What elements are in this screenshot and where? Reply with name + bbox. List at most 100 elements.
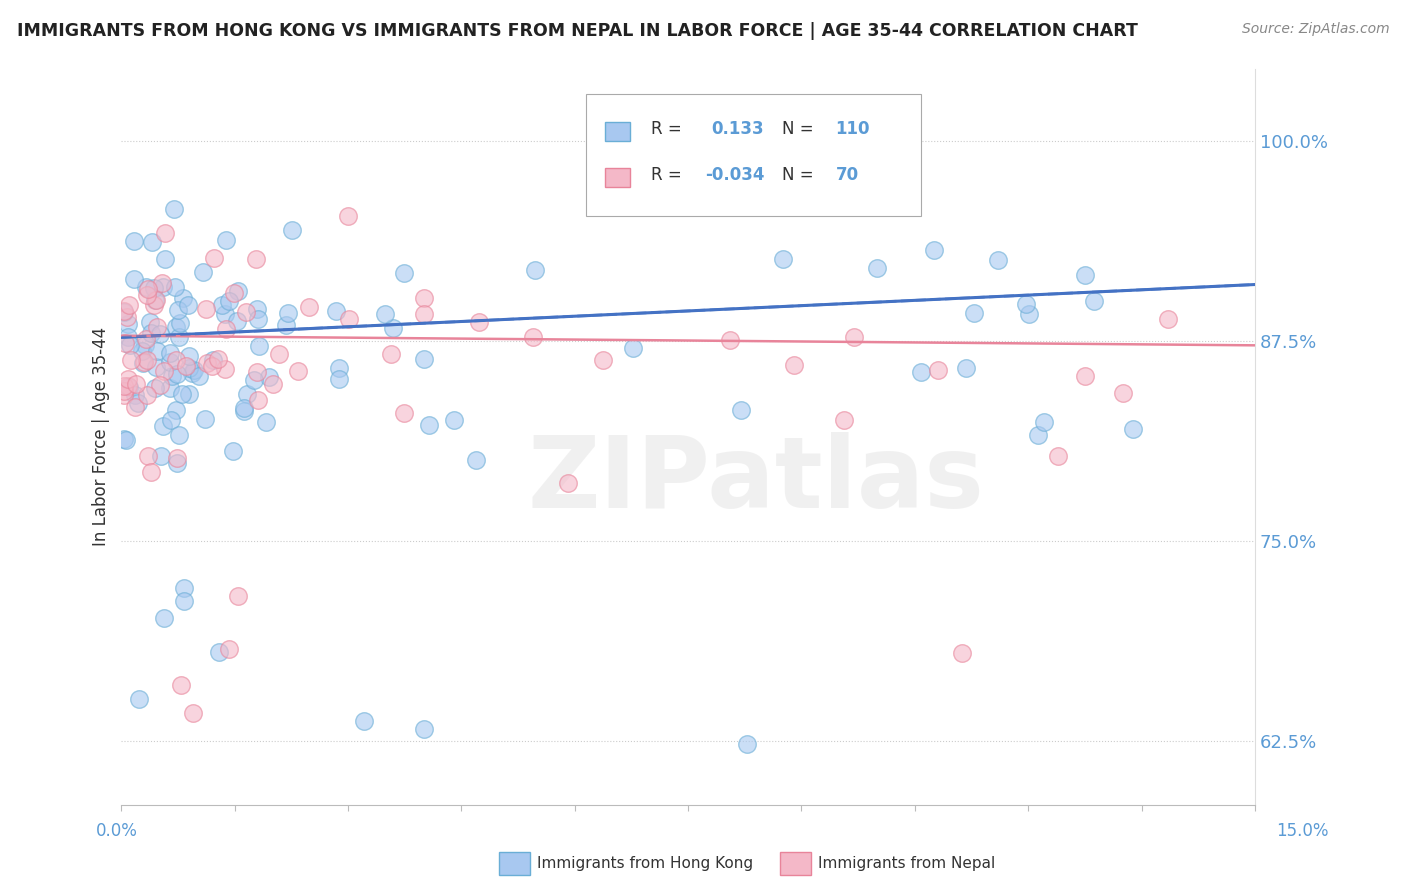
Point	[177, 350, 200, 364]
Text: R =: R =	[651, 166, 682, 185]
Point	[246, 312, 269, 326]
Point	[336, 209, 359, 223]
Point	[173, 581, 195, 595]
Point	[276, 318, 298, 332]
Point	[145, 293, 167, 308]
Point	[143, 293, 166, 307]
Point	[277, 306, 299, 320]
Point	[246, 301, 269, 316]
Point	[987, 253, 1010, 268]
Point	[173, 594, 195, 608]
Point	[120, 338, 142, 352]
Point	[141, 235, 163, 250]
Point	[522, 330, 544, 344]
Point	[287, 364, 309, 378]
Point	[380, 346, 402, 360]
Point	[214, 233, 236, 247]
Point	[132, 355, 155, 369]
Point	[112, 384, 135, 398]
Point	[735, 737, 758, 751]
Point	[128, 691, 150, 706]
Text: Immigrants from Hong Kong: Immigrants from Hong Kong	[537, 856, 754, 871]
Point	[167, 330, 190, 344]
Point	[257, 369, 280, 384]
Point	[523, 262, 546, 277]
Point	[214, 307, 236, 321]
Point	[177, 387, 200, 401]
Point	[254, 415, 277, 429]
Point	[211, 298, 233, 312]
Point	[142, 281, 165, 295]
Point	[120, 353, 142, 368]
Point	[166, 450, 188, 465]
Point	[233, 401, 256, 415]
Point	[124, 234, 146, 248]
Point	[866, 261, 889, 276]
Point	[149, 326, 172, 341]
Point	[191, 264, 214, 278]
Point	[165, 320, 187, 334]
Point	[152, 419, 174, 434]
Point	[1074, 268, 1097, 282]
Point	[117, 298, 139, 312]
Point	[136, 288, 159, 302]
Text: R =: R =	[651, 120, 682, 138]
Point	[165, 280, 187, 294]
Point	[117, 380, 139, 394]
Point	[718, 333, 741, 347]
Point	[152, 280, 174, 294]
Point	[592, 353, 614, 368]
Text: ZIPatlas: ZIPatlas	[527, 433, 984, 529]
Point	[218, 641, 240, 656]
Point	[557, 476, 579, 491]
Point	[418, 417, 440, 432]
Point	[226, 284, 249, 298]
Point	[910, 365, 932, 379]
Point	[467, 315, 489, 329]
Point	[169, 316, 191, 330]
Point	[159, 355, 181, 369]
Point	[224, 286, 246, 301]
Point	[1122, 422, 1144, 436]
Point	[218, 294, 240, 309]
Point	[135, 332, 157, 346]
Point	[135, 352, 157, 367]
Point	[392, 406, 415, 420]
Point	[412, 291, 434, 305]
Point	[207, 351, 229, 366]
Point	[247, 339, 270, 353]
Point	[443, 412, 465, 426]
Point	[955, 360, 977, 375]
Point	[1073, 369, 1095, 384]
Point	[1015, 297, 1038, 311]
Point	[142, 298, 165, 312]
Point	[177, 361, 200, 376]
Point	[117, 317, 139, 331]
Point	[149, 378, 172, 392]
Point	[139, 326, 162, 340]
Point	[134, 337, 156, 351]
Point	[112, 388, 135, 402]
Point	[146, 319, 169, 334]
Point	[298, 300, 321, 314]
Text: 0.133: 0.133	[711, 120, 763, 138]
Point	[950, 646, 973, 660]
Point	[159, 381, 181, 395]
Point	[783, 358, 806, 372]
Point	[183, 706, 205, 721]
Point	[117, 372, 139, 386]
Text: 110: 110	[835, 120, 870, 138]
Point	[143, 381, 166, 395]
Point	[172, 291, 194, 305]
Point	[214, 362, 236, 376]
Point	[170, 678, 193, 692]
Point	[246, 365, 269, 379]
Point	[174, 359, 197, 373]
Point	[114, 335, 136, 350]
Y-axis label: In Labor Force | Age 35-44: In Labor Force | Age 35-44	[93, 327, 110, 546]
Point	[328, 361, 350, 376]
Point	[1026, 428, 1049, 442]
Point	[621, 341, 644, 355]
Point	[222, 444, 245, 458]
Point	[112, 305, 135, 319]
